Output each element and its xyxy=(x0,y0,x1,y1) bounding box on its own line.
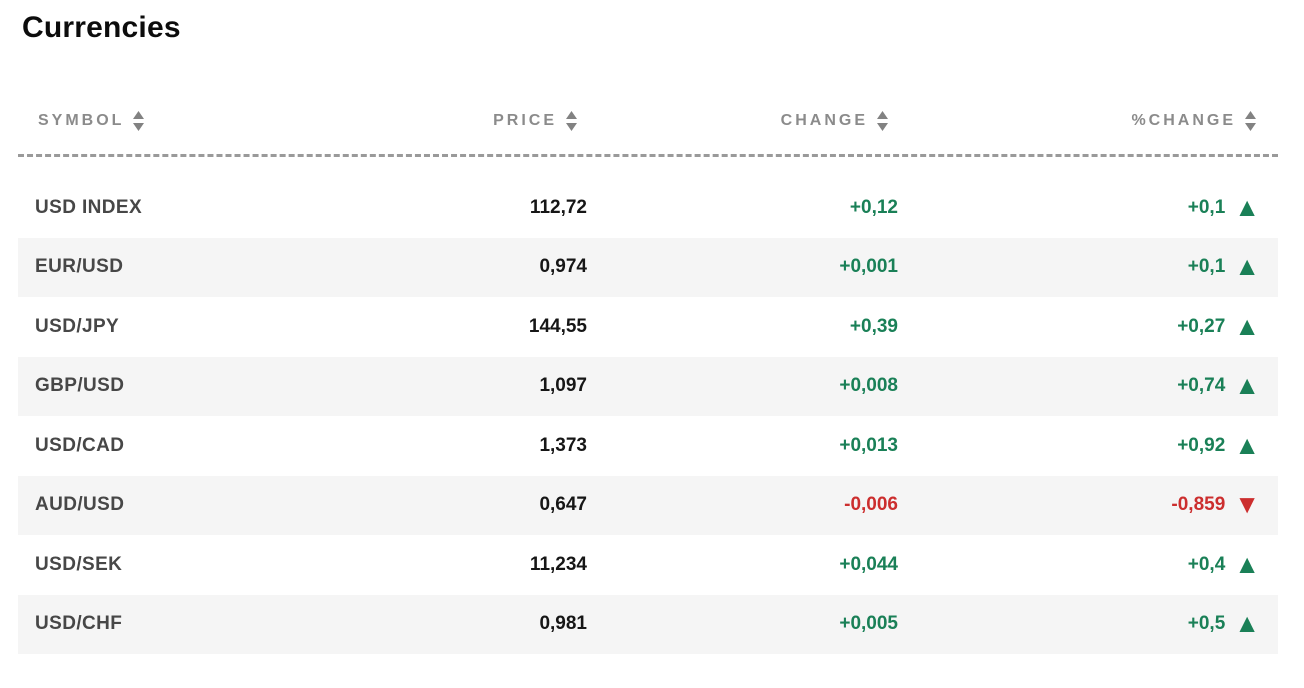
price-cell-value: 0,981 xyxy=(539,613,587,635)
pct-change-cell: +0,5 ▲ xyxy=(898,595,1278,655)
column-header-pct-change[interactable]: %CHANGE xyxy=(898,111,1278,131)
currencies-table: SYMBOL PRICE CHANGE %CHANGE xyxy=(18,96,1278,654)
price-cell: 0,981 xyxy=(358,595,587,655)
change-cell-value: +0,008 xyxy=(839,375,898,397)
price-cell-value: 112,72 xyxy=(529,196,587,218)
table-body: USD INDEX 112,72 +0,12 +0,1 ▲ EUR/USD 0,… xyxy=(18,178,1278,654)
change-cell-value: +0,39 xyxy=(849,315,898,337)
sort-arrows-icon xyxy=(566,111,577,131)
change-cell-value: +0,013 xyxy=(839,434,898,456)
price-cell: 1,097 xyxy=(358,357,587,417)
pct-change-cell-value: -0,859 xyxy=(1171,494,1226,516)
symbol-cell: USD INDEX xyxy=(18,178,358,238)
change-cell: +0,12 xyxy=(587,178,898,238)
arrow-up-icon: ▲ xyxy=(1234,548,1260,579)
column-header-symbol-label: SYMBOL xyxy=(38,112,125,129)
pct-change-cell: -0,859 ▼ xyxy=(898,476,1278,536)
price-cell: 1,373 xyxy=(358,416,587,476)
pct-change-cell-value: +0,27 xyxy=(1177,315,1226,337)
column-header-price-label: PRICE xyxy=(493,112,557,129)
pct-change-cell-value: +0,1 xyxy=(1187,256,1226,278)
column-header-price[interactable]: PRICE xyxy=(358,111,587,131)
change-cell-value: +0,044 xyxy=(839,553,898,575)
table-row: GBP/USD 1,097 +0,008 +0,74 ▲ xyxy=(18,356,1278,417)
arrow-up-icon: ▲ xyxy=(1234,191,1260,222)
change-cell-value: -0,006 xyxy=(844,494,898,516)
symbol-cell: USD/CHF xyxy=(18,595,358,655)
change-cell-value: +0,12 xyxy=(849,196,898,218)
column-header-pct-change-label: %CHANGE xyxy=(1131,112,1236,129)
table-row: USD/CHF 0,981 +0,005 +0,5 ▲ xyxy=(18,594,1278,655)
symbol-cell: EUR/USD xyxy=(18,238,358,298)
page-title: Currencies xyxy=(22,11,181,44)
header-divider xyxy=(18,154,1278,157)
change-cell: +0,013 xyxy=(587,416,898,476)
change-cell: -0,006 xyxy=(587,476,898,536)
pct-change-cell: +0,1 ▲ xyxy=(898,178,1278,238)
arrow-up-icon: ▲ xyxy=(1234,429,1260,460)
change-cell: +0,005 xyxy=(587,595,898,655)
change-cell-value: +0,005 xyxy=(839,613,898,635)
sort-arrows-icon xyxy=(1245,111,1256,131)
arrow-up-icon: ▲ xyxy=(1234,608,1260,639)
symbol-cell: GBP/USD xyxy=(18,357,358,417)
sort-arrows-icon xyxy=(133,111,145,131)
symbol-cell-label: USD/CAD xyxy=(35,434,125,456)
price-cell-value: 1,097 xyxy=(539,375,587,397)
pct-change-cell-value: +0,74 xyxy=(1177,375,1226,397)
arrow-down-icon: ▼ xyxy=(1234,489,1260,520)
symbol-cell-label: EUR/USD xyxy=(35,256,124,278)
pct-change-cell-value: +0,92 xyxy=(1177,434,1226,456)
symbol-cell: USD/CAD xyxy=(18,416,358,476)
symbol-cell-label: USD/CHF xyxy=(35,613,123,635)
change-cell: +0,008 xyxy=(587,357,898,417)
pct-change-cell-value: +0,5 xyxy=(1187,613,1226,635)
price-cell-value: 0,974 xyxy=(539,256,587,278)
change-cell: +0,001 xyxy=(587,238,898,298)
pct-change-cell: +0,27 ▲ xyxy=(898,297,1278,357)
table-header-row: SYMBOL PRICE CHANGE %CHANGE xyxy=(18,96,1278,146)
change-cell: +0,39 xyxy=(587,297,898,357)
arrow-up-icon: ▲ xyxy=(1234,251,1260,282)
symbol-cell: AUD/USD xyxy=(18,476,358,536)
price-cell-value: 144,55 xyxy=(528,315,587,337)
change-cell-value: +0,001 xyxy=(839,256,898,278)
price-cell: 144,55 xyxy=(358,297,587,357)
price-cell: 11,234 xyxy=(358,535,587,595)
symbol-cell-label: AUD/USD xyxy=(35,494,125,516)
pct-change-cell: +0,92 ▲ xyxy=(898,416,1278,476)
price-cell: 112,72 xyxy=(358,178,587,238)
pct-change-cell: +0,4 ▲ xyxy=(898,535,1278,595)
symbol-cell: USD/SEK xyxy=(18,535,358,595)
price-cell: 0,647 xyxy=(358,476,587,536)
price-cell-value: 0,647 xyxy=(539,494,587,516)
table-row: USD/JPY 144,55 +0,39 +0,27 ▲ xyxy=(18,297,1278,357)
table-row: EUR/USD 0,974 +0,001 +0,1 ▲ xyxy=(18,237,1278,298)
table-row: USD INDEX 112,72 +0,12 +0,1 ▲ xyxy=(18,178,1278,238)
sort-arrows-icon xyxy=(877,111,888,131)
column-header-symbol[interactable]: SYMBOL xyxy=(18,111,358,131)
symbol-cell-label: USD/SEK xyxy=(35,553,123,575)
column-header-change[interactable]: CHANGE xyxy=(587,111,898,131)
currencies-panel: Currencies SYMBOL PRICE CHANGE xyxy=(18,11,1278,654)
price-cell-value: 11,234 xyxy=(529,553,587,575)
table-row: USD/CAD 1,373 +0,013 +0,92 ▲ xyxy=(18,416,1278,476)
symbol-cell-label: GBP/USD xyxy=(35,375,125,397)
symbol-cell-label: USD/JPY xyxy=(35,315,120,337)
table-row: USD/SEK 11,234 +0,044 +0,4 ▲ xyxy=(18,535,1278,595)
price-cell-value: 1,373 xyxy=(539,434,587,456)
pct-change-cell-value: +0,4 xyxy=(1187,553,1226,575)
change-cell: +0,044 xyxy=(587,535,898,595)
table-row: AUD/USD 0,647 -0,006 -0,859 ▼ xyxy=(18,475,1278,536)
price-cell: 0,974 xyxy=(358,238,587,298)
pct-change-cell-value: +0,1 xyxy=(1187,196,1226,218)
symbol-cell-label: USD INDEX xyxy=(35,196,143,218)
arrow-up-icon: ▲ xyxy=(1234,370,1260,401)
arrow-up-icon: ▲ xyxy=(1234,310,1260,341)
column-header-change-label: CHANGE xyxy=(780,112,868,129)
pct-change-cell: +0,74 ▲ xyxy=(898,357,1278,417)
symbol-cell: USD/JPY xyxy=(18,297,358,357)
pct-change-cell: +0,1 ▲ xyxy=(898,238,1278,298)
